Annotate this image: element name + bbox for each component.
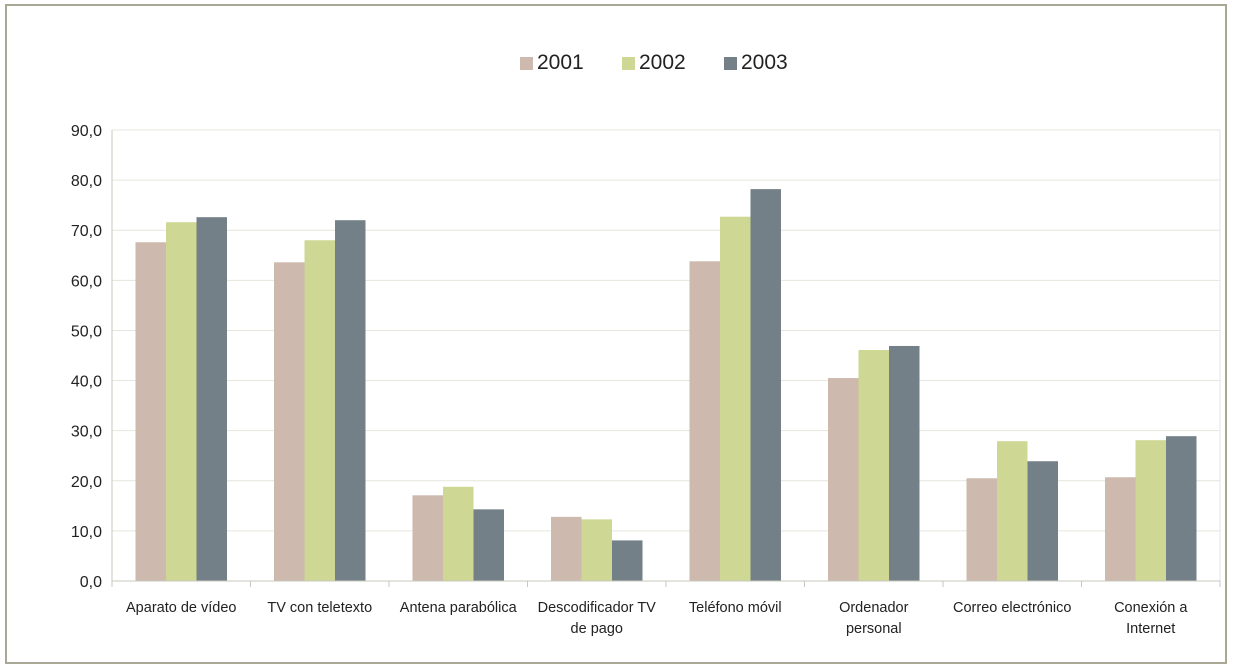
bar-2001-4 — [689, 261, 720, 581]
y-tick-label: 90,0 — [71, 123, 102, 140]
x-tick-label: Internet — [1126, 621, 1175, 637]
bar-2001-2 — [412, 495, 443, 581]
x-tick-label: de pago — [571, 621, 623, 637]
bar-2003-6 — [1027, 461, 1058, 581]
legend-label-2003: 2003 — [741, 51, 788, 74]
bar-2002-2 — [443, 486, 474, 581]
bar-2002-4 — [720, 216, 751, 582]
x-tick-label: Antena parabólica — [400, 600, 518, 616]
bar-2001-6 — [966, 478, 997, 581]
bar-2003-5 — [889, 345, 920, 581]
legend-item-2001: 2001 — [520, 48, 584, 78]
bar-2002-1 — [304, 240, 335, 581]
bar-2002-5 — [858, 349, 889, 581]
chart-legend: 2001 2002 2003 — [0, 48, 1233, 78]
y-tick-label: 60,0 — [71, 273, 102, 290]
bar-2003-1 — [335, 220, 366, 581]
y-tick-label: 30,0 — [71, 424, 102, 441]
x-tick-label: Ordenador — [839, 600, 908, 616]
legend-label-2002: 2002 — [639, 51, 686, 74]
y-tick-label: 80,0 — [71, 173, 102, 190]
bar-2001-7 — [1105, 477, 1136, 581]
x-tick-label: TV con teletexto — [267, 600, 372, 616]
bar-2003-7 — [1166, 436, 1197, 581]
y-tick-label: 50,0 — [71, 323, 102, 340]
legend-label-2001: 2001 — [537, 51, 584, 74]
legend-item-2003: 2003 — [724, 48, 788, 78]
bar-2003-4 — [750, 189, 781, 581]
y-tick-label: 0,0 — [80, 574, 102, 591]
bar-2003-2 — [473, 509, 504, 581]
bar-2002-6 — [997, 441, 1028, 581]
y-tick-label: 70,0 — [71, 223, 102, 240]
legend-swatch-2003 — [724, 56, 737, 70]
y-tick-label: 10,0 — [71, 524, 102, 541]
legend-swatch-2002 — [622, 56, 635, 70]
bar-2002-3 — [581, 519, 612, 581]
bar-2001-0 — [135, 242, 166, 581]
x-tick-label: personal — [846, 621, 902, 637]
bar-2001-1 — [274, 262, 305, 581]
bar-2003-0 — [196, 217, 227, 581]
x-tick-label: Teléfono móvil — [689, 600, 782, 616]
x-tick-label: Conexión a — [1114, 600, 1188, 616]
x-tick-label: Correo electrónico — [953, 600, 1071, 616]
y-tick-label: 20,0 — [71, 474, 102, 491]
y-tick-label: 40,0 — [71, 374, 102, 391]
legend-item-2002: 2002 — [622, 48, 686, 78]
bar-2001-3 — [551, 516, 582, 581]
bar-2003-3 — [612, 540, 643, 581]
bar-2002-7 — [1135, 440, 1166, 581]
x-tick-label: Aparato de vídeo — [126, 600, 236, 616]
x-tick-label: Descodificador TV — [538, 600, 657, 616]
bar-2002-0 — [166, 222, 197, 581]
bar-2001-5 — [828, 378, 859, 581]
legend-swatch-2001 — [520, 56, 533, 70]
